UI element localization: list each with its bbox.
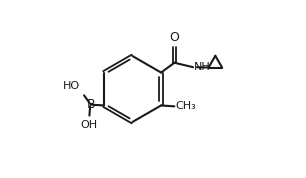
Text: OH: OH [80,120,97,130]
Text: HO: HO [63,81,80,91]
Text: O: O [170,31,179,44]
Text: NH: NH [194,62,210,72]
Text: B: B [86,98,95,111]
Text: CH₃: CH₃ [175,101,196,111]
